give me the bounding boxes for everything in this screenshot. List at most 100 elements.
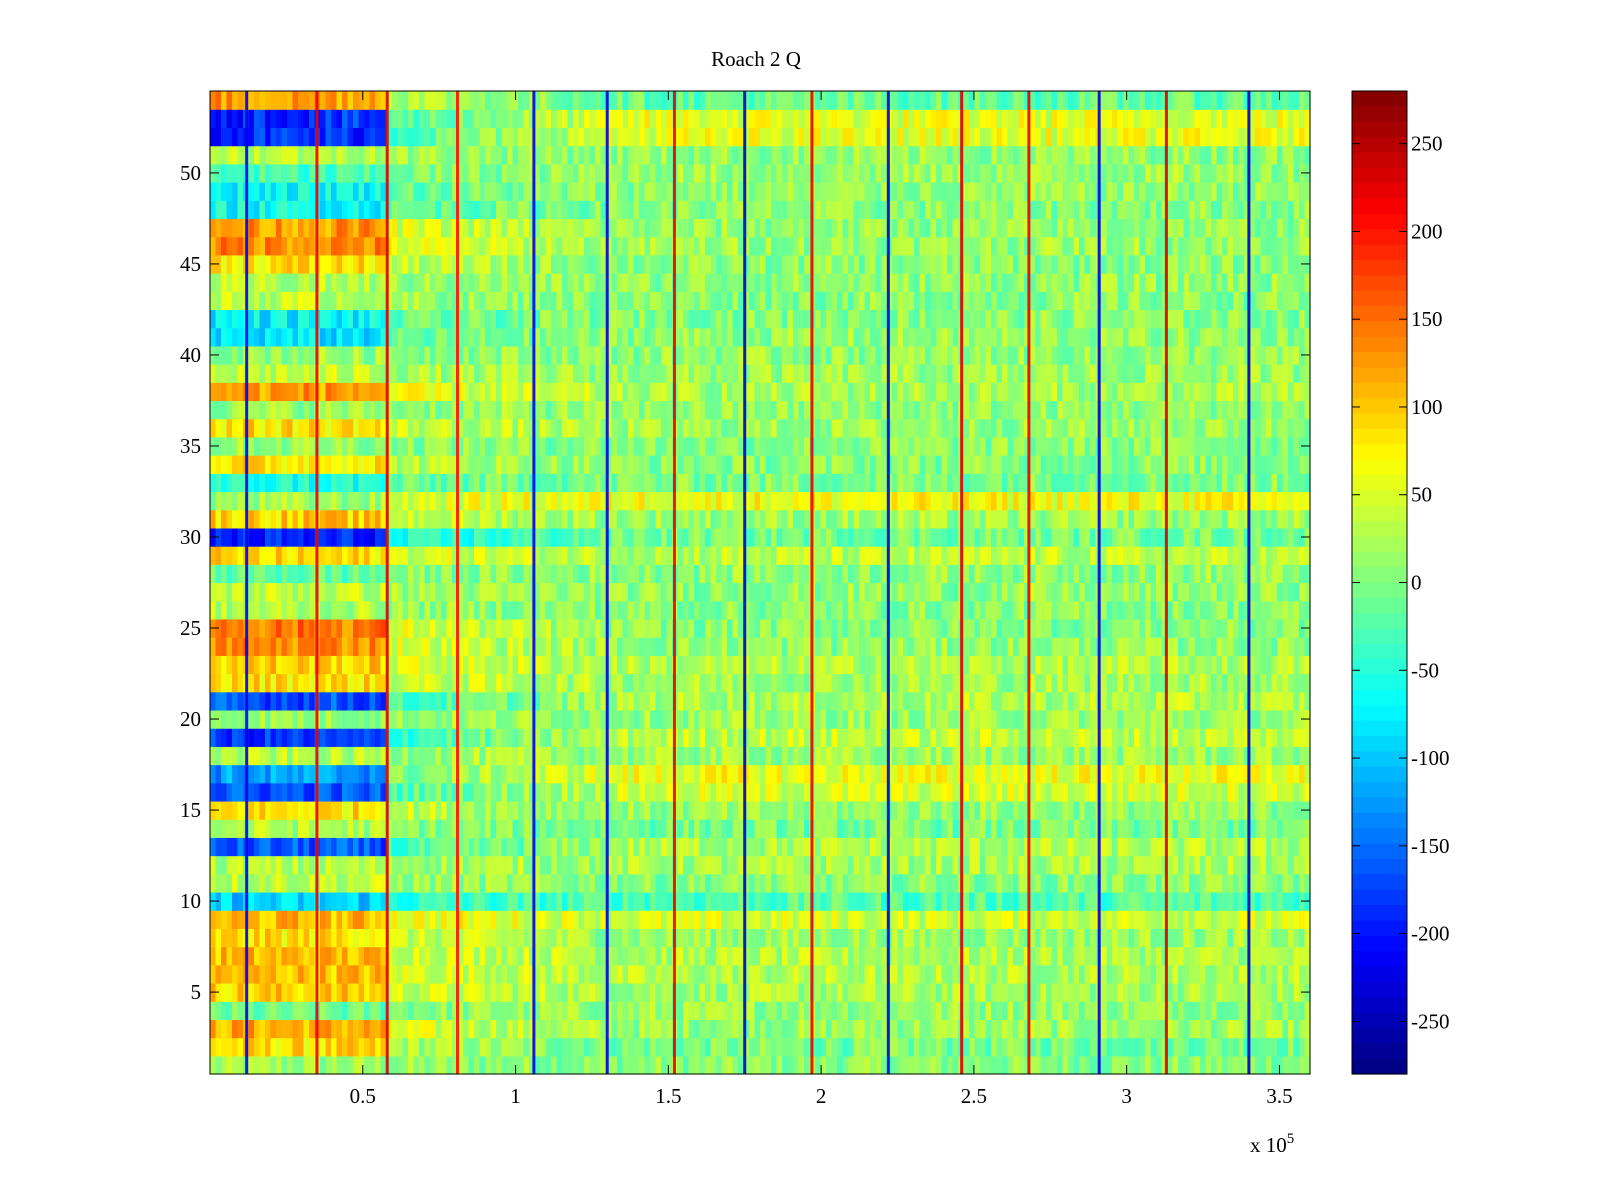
heatmap-cell (655, 673, 662, 693)
heatmap-cell (980, 1001, 987, 1020)
heatmap-cell (1035, 764, 1042, 784)
heatmap-cell (479, 746, 486, 766)
heatmap-cell (567, 1055, 574, 1075)
heatmap-cell (298, 782, 305, 802)
heatmap-cell (765, 873, 772, 893)
heatmap-cell (1255, 746, 1262, 766)
heatmap-cell (1073, 982, 1080, 1002)
heatmap-cell (397, 837, 404, 857)
heatmap-cell (540, 946, 547, 966)
heatmap-cell (699, 1037, 706, 1057)
heatmap-cell (848, 946, 855, 966)
heatmap-cell (358, 746, 365, 766)
heatmap-cell (380, 982, 387, 1002)
heatmap-cell (683, 1001, 690, 1020)
heatmap-cell (683, 764, 690, 784)
heatmap-cell (237, 1055, 244, 1075)
heatmap-cell (1233, 837, 1240, 857)
heatmap-cell (589, 873, 596, 893)
heatmap-cell (831, 819, 838, 838)
heatmap-cell (974, 855, 981, 875)
heatmap-cell (1172, 709, 1179, 729)
heatmap-cell (1051, 764, 1058, 784)
heatmap-cell (485, 819, 492, 838)
heatmap-cell (501, 673, 508, 693)
heatmap-cell (903, 782, 910, 802)
heatmap-cell (303, 819, 310, 838)
heatmap-cell (760, 910, 767, 929)
heatmap-cell (358, 673, 365, 693)
heatmap-cell (1167, 800, 1174, 820)
heatmap-cell (936, 891, 943, 911)
heatmap-cell (1013, 1055, 1020, 1075)
heatmap-cell (430, 618, 437, 638)
heatmap-cell (765, 709, 772, 729)
heatmap-cell (369, 1019, 376, 1039)
heatmap-cell (1079, 1037, 1086, 1057)
heatmap-cell (941, 800, 948, 820)
heatmap-cell (435, 1019, 442, 1039)
heatmap-cell (265, 691, 272, 711)
heatmap-cell (963, 837, 970, 857)
heatmap-cell (1216, 837, 1223, 857)
heatmap-cell (1282, 673, 1289, 693)
heatmap-cell (820, 764, 827, 784)
heatmap-cell (452, 764, 459, 784)
heatmap-cell (468, 982, 475, 1002)
heatmap-cell (1216, 618, 1223, 638)
heatmap-cell (875, 1019, 882, 1039)
heatmap-cell (1222, 855, 1229, 875)
heatmap-cell (1106, 1001, 1113, 1020)
heatmap-cell (485, 1055, 492, 1075)
heatmap-cell (991, 655, 998, 675)
heatmap-cell (760, 891, 767, 911)
heatmap-cell (237, 891, 244, 911)
heatmap-cell (529, 1019, 536, 1039)
heatmap-cell (1200, 655, 1207, 675)
heatmap-cell (870, 910, 877, 929)
heatmap-cell (732, 1019, 739, 1039)
heatmap-cell (259, 946, 266, 966)
heatmap-cell (441, 837, 448, 857)
heatmap-cell (666, 1055, 673, 1075)
heatmap-cell (947, 782, 954, 802)
heatmap-cell (248, 764, 255, 784)
heatmap-cell (1040, 709, 1047, 729)
heatmap-cell (545, 637, 552, 656)
heatmap-cell (1288, 1001, 1295, 1020)
heatmap-cell (996, 946, 1003, 966)
heatmap-cell (985, 982, 992, 1002)
heatmap-cell (1106, 910, 1113, 929)
heatmap-cell (1266, 1055, 1273, 1075)
heatmap-cell (974, 637, 981, 656)
heatmap-cell (1178, 964, 1185, 984)
heatmap-cell (776, 910, 783, 929)
heatmap-cell (556, 982, 563, 1002)
heatmap-cell (677, 655, 684, 675)
heatmap-cell (1200, 673, 1207, 693)
heatmap-cell (1090, 673, 1097, 693)
heatmap-cell (1271, 1019, 1278, 1039)
heatmap-cell (787, 819, 794, 838)
heatmap-cell (529, 982, 536, 1002)
heatmap-cell (573, 964, 580, 984)
heatmap-cell (919, 982, 926, 1002)
heatmap-cell (1112, 946, 1119, 966)
heatmap-cell (655, 855, 662, 875)
heatmap-cell (875, 982, 882, 1002)
heatmap-cell (1134, 1037, 1141, 1057)
heatmap-cell (919, 910, 926, 929)
heatmap-cell (694, 964, 701, 984)
heatmap-cell (556, 1037, 563, 1057)
heatmap-cell (1145, 1019, 1152, 1039)
heatmap-cell (1189, 982, 1196, 1002)
heatmap-cell (386, 819, 393, 838)
heatmap-cell (485, 618, 492, 638)
heatmap-cell (930, 855, 937, 875)
heatmap-cell (985, 1055, 992, 1075)
heatmap-cell (331, 709, 338, 729)
heatmap-cell (397, 782, 404, 802)
heatmap-cell (716, 800, 723, 820)
heatmap-cell (507, 1055, 514, 1075)
heatmap-cell (226, 855, 233, 875)
